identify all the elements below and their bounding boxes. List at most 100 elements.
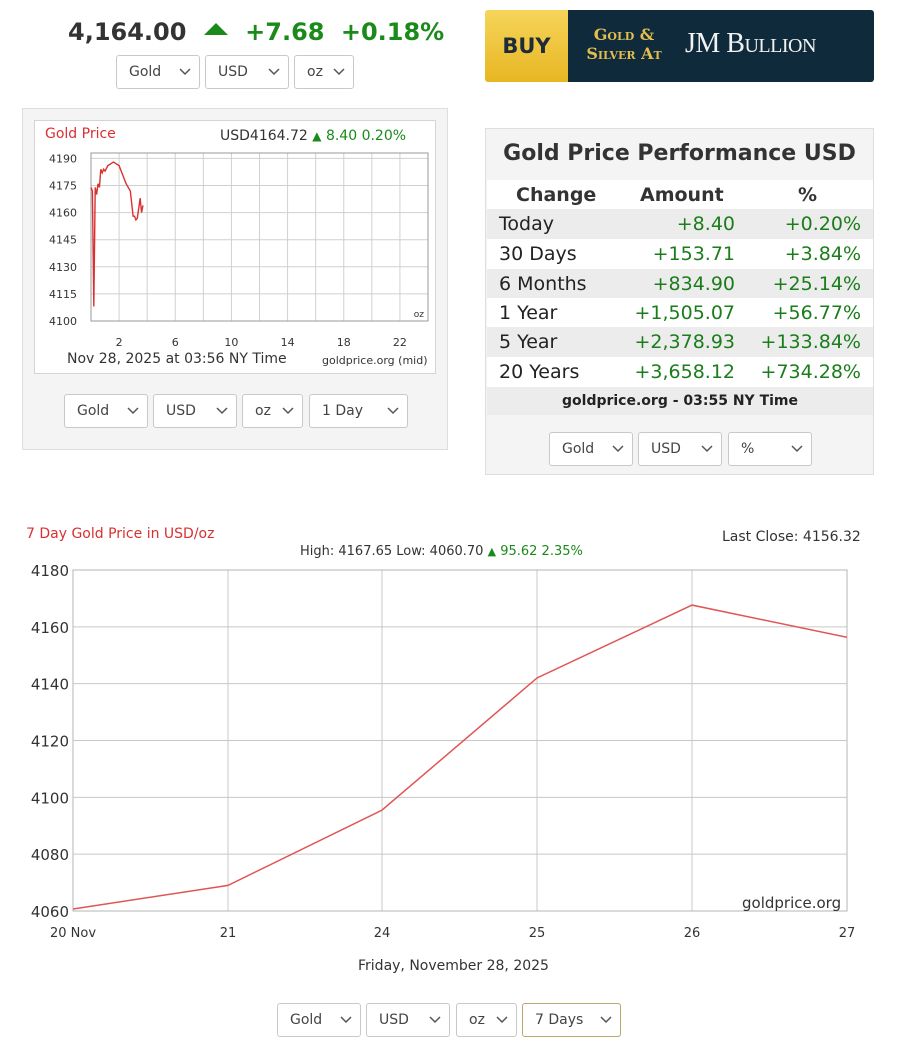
up-triangle-icon: ▲ — [312, 129, 322, 143]
header-change: Change — [516, 184, 597, 206]
y-tick-label: 4160 — [49, 207, 77, 220]
week-chart-svg: 4060 4080 4100 4120 4140 4160 4180 20 Nov 21 24 25… — [31, 562, 856, 941]
performance-title: Gold Price Performance USD — [503, 141, 856, 166]
y-tick-label: 4190 — [49, 152, 77, 165]
y-tick-label: 4060 — [31, 903, 69, 921]
mini-chart-title: Gold Price — [45, 126, 116, 142]
mini-metal-select[interactable]: Gold — [64, 394, 148, 428]
x-tick-label: 21 — [220, 926, 237, 941]
perf-currency-select[interactable]: USD — [638, 432, 722, 466]
y-tick-label: 4180 — [31, 562, 69, 580]
y-tick-label: 4145 — [49, 234, 77, 247]
mini-chart-source: goldprice.org (mid) — [322, 354, 428, 367]
y-tick-label: 4120 — [31, 733, 69, 751]
week-currency-select[interactable]: USD — [366, 1003, 450, 1037]
plot-border — [90, 152, 429, 322]
y-tick-label: 4160 — [31, 619, 69, 637]
ad-line1: Gold & — [593, 25, 655, 44]
chevron-down-icon — [216, 407, 228, 415]
chevron-down-icon — [600, 1016, 612, 1024]
performance-row: 20 Years +3,658.12 +734.28% — [487, 357, 873, 387]
week-chart-title: 7 Day Gold Price in USD/oz — [26, 526, 215, 542]
jm-bullion-ad[interactable]: BUY Gold & Silver At JM Bullion — [485, 10, 874, 82]
header-pct: % — [798, 184, 818, 206]
ticker-percent: +0.18% — [340, 18, 445, 46]
x-tick-label: 25 — [529, 926, 546, 941]
chevron-down-icon — [340, 1016, 352, 1024]
performance-row: 1 Year +1,505.07 +56.77% — [487, 298, 873, 328]
unit-label: oz — [414, 310, 425, 320]
perf-metal-select[interactable]: Gold — [549, 432, 633, 466]
chevron-down-icon — [268, 68, 280, 76]
ad-line2: Silver At — [586, 44, 662, 63]
mini-range-select[interactable]: 1 Day — [309, 394, 408, 428]
week-chart-highlow: High: 4167.65 Low: 4060.70 — [300, 544, 484, 559]
week-chart-last-close: Last Close: 4156.32 — [722, 529, 861, 545]
ad-brand-panel: Gold & Silver At JM Bullion — [568, 10, 874, 82]
mini-chart-date: Nov 28, 2025 at 03:56 NY Time — [67, 351, 287, 367]
week-chart-watermark: goldprice.org — [742, 894, 842, 912]
x-tick-label: 14 — [281, 336, 295, 349]
performance-row: 5 Year +2,378.93 +133.84% — [487, 327, 873, 357]
week-metal-select[interactable]: Gold — [277, 1003, 361, 1037]
chevron-down-icon — [701, 445, 713, 453]
x-tick-label: 18 — [337, 336, 351, 349]
y-tick-label: 4115 — [49, 288, 77, 301]
chevron-down-icon — [282, 407, 294, 415]
chevron-down-icon — [387, 407, 399, 415]
x-tick-label: 2 — [116, 336, 123, 349]
up-triangle-icon: ▲ — [487, 545, 497, 558]
y-tick-label: 4100 — [49, 315, 77, 328]
mini-currency-select[interactable]: USD — [153, 394, 237, 428]
x-tick-label: 26 — [684, 926, 701, 941]
y-tick-label: 4140 — [31, 676, 69, 694]
ticker: 4,164.00 +7.68 +0.18% — [68, 18, 444, 52]
price-series-line — [90, 161, 144, 307]
chevron-down-icon — [791, 445, 803, 453]
y-tick-label: 4130 — [49, 261, 77, 274]
week-chart-change: 95.62 2.35% — [500, 544, 583, 559]
mini-chart-frame — [34, 120, 436, 374]
ad-buy-label: BUY — [502, 34, 551, 58]
unit-select[interactable]: oz — [294, 55, 354, 89]
chevron-down-icon — [333, 68, 345, 76]
performance-row: 30 Days +153.71 +3.84% — [487, 239, 873, 269]
week-range-select[interactable]: 7 Days — [522, 1003, 621, 1037]
week-chart-xlabel: Friday, November 28, 2025 — [358, 958, 549, 974]
performance-header: Change Amount % — [487, 180, 873, 210]
x-tick-label: 22 — [393, 336, 407, 349]
mini-unit-select[interactable]: oz — [242, 394, 303, 428]
mini-chart-price-value: USD4164.72 — [220, 128, 308, 144]
perf-unit-select[interactable]: % — [728, 432, 812, 466]
performance-footer: goldprice.org - 03:55 NY Time — [487, 387, 873, 415]
chevron-down-icon — [429, 1016, 441, 1024]
mini-chart-svg: 4100 4115 4130 4145 4160 4175 4190 2 6 10 14 18 22 oz — [49, 152, 429, 349]
ticker-change: +7.68 — [245, 18, 325, 46]
currency-select[interactable]: USD — [205, 55, 289, 89]
ad-brand: JM Bullion — [685, 28, 816, 59]
header-amount: Amount — [640, 184, 724, 206]
ticker-price: 4,164.00 — [68, 18, 187, 46]
up-arrow-icon — [203, 23, 228, 35]
chevron-down-icon — [127, 407, 139, 415]
plot-border — [72, 569, 848, 912]
y-tick-label: 4175 — [49, 180, 77, 193]
performance-row: 6 Months +834.90 +25.14% — [487, 269, 873, 299]
chevron-down-icon — [496, 1016, 508, 1024]
ad-buy-panel: BUY — [485, 10, 568, 82]
x-tick-label: 10 — [224, 336, 238, 349]
performance-row: Today +8.40 +0.20% — [487, 209, 873, 239]
chevron-down-icon — [612, 445, 624, 453]
week-chart-stats: High: 4167.65 Low: 4060.70 ▲ 95.62 2.35% — [300, 544, 583, 559]
mini-chart-price: USD4164.72 ▲ 8.40 0.20% — [220, 128, 406, 144]
week-unit-select[interactable]: oz — [456, 1003, 517, 1037]
metal-select[interactable]: Gold — [116, 55, 200, 89]
x-tick-label: 27 — [839, 926, 856, 941]
x-tick-label: 24 — [374, 926, 391, 941]
x-tick-label: 6 — [172, 336, 179, 349]
chevron-down-icon — [179, 68, 191, 76]
mini-chart-change: 8.40 0.20% — [325, 128, 407, 144]
y-tick-label: 4080 — [31, 846, 69, 864]
x-tick-label: 20 Nov — [50, 926, 96, 941]
performance-panel: Gold Price Performance USD Change Amount… — [485, 128, 874, 475]
